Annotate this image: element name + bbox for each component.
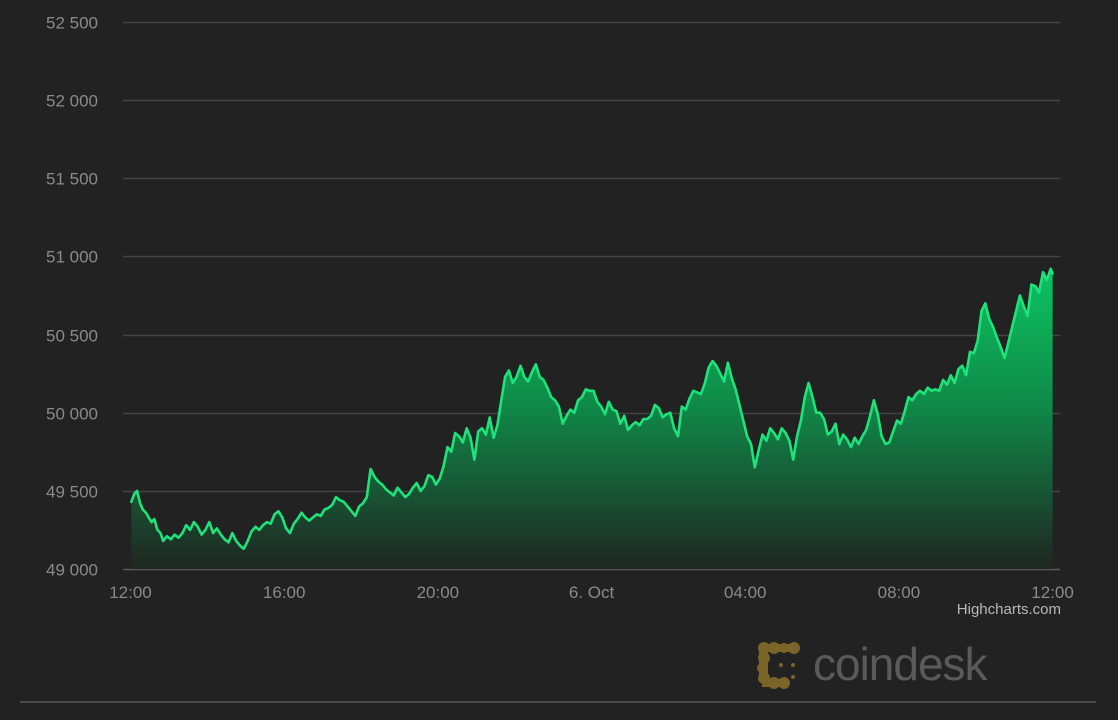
x-axis-tick-label: 16:00 — [263, 583, 306, 602]
y-axis-tick-label: 51 000 — [46, 248, 98, 267]
x-axis-tick-label: 04:00 — [724, 583, 767, 602]
y-axis-tick-label: 49 500 — [46, 483, 98, 502]
x-axis-tick-label: 20:00 — [417, 583, 460, 602]
y-axis-tick-label: 50 500 — [46, 327, 98, 346]
coindesk-logo-text: coindesk — [813, 638, 988, 690]
y-axis-tick-label: 51 500 — [46, 170, 98, 189]
coindesk-logo-icon — [757, 642, 800, 689]
y-axis-tick-label: 50 000 — [46, 405, 98, 424]
x-axis-tick-label: 12:00 — [109, 583, 152, 602]
y-axis-tick-label: 49 000 — [46, 561, 98, 580]
highcharts-credits-link[interactable]: Highcharts.com — [956, 601, 1061, 618]
price-area — [131, 268, 1053, 569]
x-axis-tick-label: 08:00 — [878, 583, 921, 602]
coindesk-logo: coindesk — [757, 638, 988, 691]
bottom-divider — [20, 701, 1096, 703]
y-axis: 49 000 49 500 50 000 50 500 51 000 51 500 52 0… — [46, 14, 98, 580]
price-line[interactable] — [130, 267, 1054, 550]
y-axis-tick-label: 52 500 — [46, 14, 98, 33]
y-axis-tick-label: 52 000 — [46, 92, 98, 111]
x-axis-tick-label: 12:00 — [1031, 583, 1074, 602]
x-axis: 12:00 16:00 20:00 6. Oct 04:00 08:00 12:00 — [109, 583, 1074, 602]
x-axis-tick-label: 6. Oct — [569, 583, 615, 602]
